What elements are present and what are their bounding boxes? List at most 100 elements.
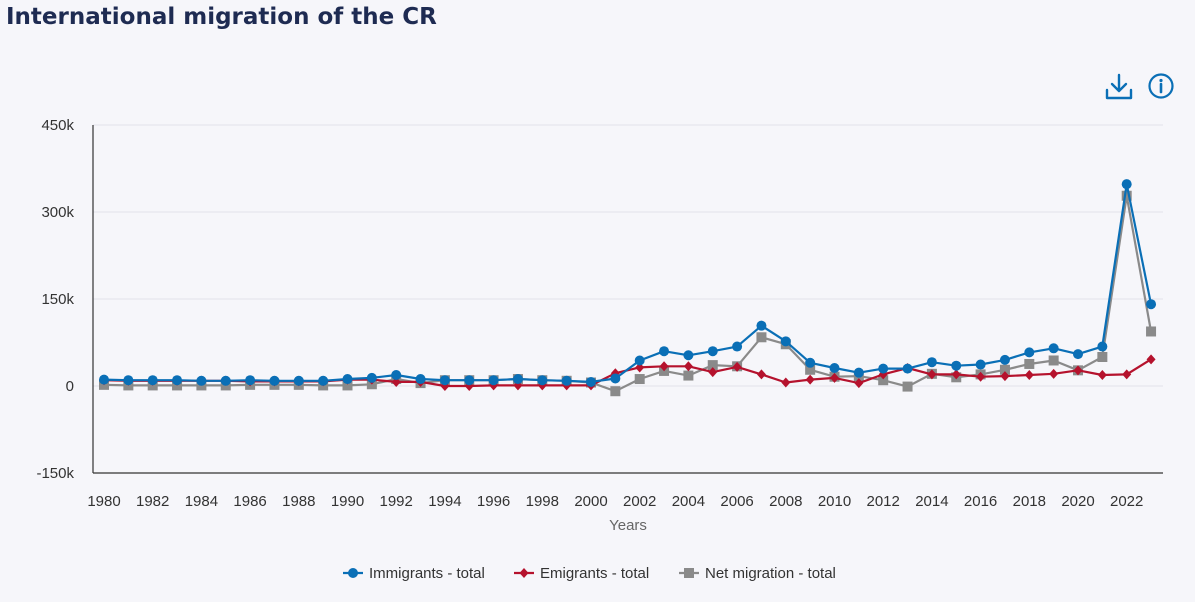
data-point [683, 370, 694, 381]
x-tick-label: 2018 [1013, 493, 1046, 510]
data-point [708, 367, 718, 378]
data-point [853, 367, 864, 378]
x-tick-label: 2004 [672, 493, 705, 510]
x-tick-label: 2014 [915, 493, 948, 510]
data-point [1000, 371, 1010, 382]
data-point [902, 363, 913, 374]
x-tick-label: 1980 [87, 493, 120, 510]
data-point [781, 377, 791, 388]
data-point [220, 375, 231, 386]
data-point [999, 364, 1010, 375]
x-tick-label: 1982 [136, 493, 169, 510]
data-point [634, 374, 645, 385]
data-point [1122, 369, 1132, 380]
series-2 [99, 190, 1157, 397]
data-point [610, 373, 621, 384]
data-point [196, 375, 207, 386]
data-point [878, 375, 889, 386]
data-point [975, 359, 986, 370]
data-point [1146, 354, 1156, 365]
data-point [976, 371, 986, 382]
legend-item-1[interactable]: Emigrants - total [514, 565, 649, 582]
data-point [732, 341, 743, 352]
y-tick-label: 150k [41, 291, 74, 308]
data-point [1121, 179, 1132, 190]
data-point [1024, 347, 1035, 358]
series-0 [99, 179, 1157, 387]
data-point [1049, 368, 1059, 379]
data-point [805, 357, 816, 368]
data-point [439, 375, 450, 386]
data-point [172, 375, 183, 386]
data-point [464, 375, 475, 386]
x-tick-label: 2008 [769, 493, 802, 510]
x-axis-label: Years [609, 517, 647, 534]
legend-label: Net migration - total [705, 565, 836, 582]
y-tick-label: 0 [66, 378, 74, 395]
chart-title: International migration of the CR [6, 4, 437, 30]
info-icon[interactable] [1146, 72, 1176, 102]
data-point [123, 375, 134, 386]
data-point [659, 346, 670, 357]
data-point [999, 354, 1010, 365]
data-point [1146, 299, 1157, 310]
legend-label: Emigrants - total [540, 565, 649, 582]
x-tick-label: 2000 [574, 493, 607, 510]
data-point [707, 346, 718, 357]
x-tick-label: 2002 [623, 493, 656, 510]
x-tick-label: 1994 [428, 493, 461, 510]
data-point [634, 355, 645, 366]
legend-item-0[interactable]: Immigrants - total [343, 565, 485, 582]
legend-item-2[interactable]: Net migration - total [679, 565, 836, 582]
y-tick-labels: -150k 0 150k 300k 450k [36, 117, 74, 482]
y-tick-label: -150k [36, 465, 74, 482]
download-icon[interactable] [1104, 72, 1134, 102]
legend-label: Immigrants - total [369, 565, 485, 582]
data-point [780, 336, 791, 347]
data-point [99, 374, 109, 385]
x-tick-label: 1986 [233, 493, 266, 510]
legend: Immigrants - total Emigrants - total Net m… [343, 565, 836, 582]
data-point [147, 375, 158, 386]
data-point [1024, 358, 1035, 369]
data-point [805, 374, 815, 385]
x-tick-label: 2016 [964, 493, 997, 510]
data-point [1097, 352, 1108, 362]
data-point [683, 350, 694, 361]
data-point [342, 374, 353, 385]
series-line [103, 183, 1153, 383]
x-tick-label: 2020 [1061, 493, 1094, 510]
x-tick-label: 1984 [185, 493, 218, 510]
data-point [1146, 326, 1157, 337]
data-point [269, 375, 280, 386]
data-point [902, 381, 913, 392]
gridlines [93, 124, 1163, 387]
data-point [391, 369, 402, 380]
data-point [415, 374, 426, 385]
x-tick-label: 2010 [818, 493, 851, 510]
data-point [878, 363, 889, 374]
data-point [951, 369, 961, 380]
x-tick-label: 1990 [331, 493, 364, 510]
x-tick-labels: 1980 1982 1984 1986 1988 1990 1992 1994 1996 1998… [87, 493, 1143, 510]
series [99, 179, 1157, 397]
legend-marker [684, 568, 694, 578]
data-point [318, 375, 329, 386]
data-point [586, 376, 596, 387]
y-tick-label: 300k [41, 204, 74, 221]
x-tick-label: 1998 [526, 493, 559, 510]
x-tick-label: 2012 [867, 493, 900, 510]
axes [92, 125, 1163, 474]
data-point [1097, 341, 1108, 352]
data-point [1024, 369, 1034, 380]
data-point [926, 357, 937, 368]
data-point [537, 375, 548, 386]
data-point [1073, 349, 1083, 360]
data-point [829, 363, 840, 374]
data-point [756, 320, 767, 331]
data-point [1097, 369, 1107, 380]
data-point [732, 361, 742, 372]
data-point [707, 360, 718, 371]
data-point [805, 364, 816, 375]
